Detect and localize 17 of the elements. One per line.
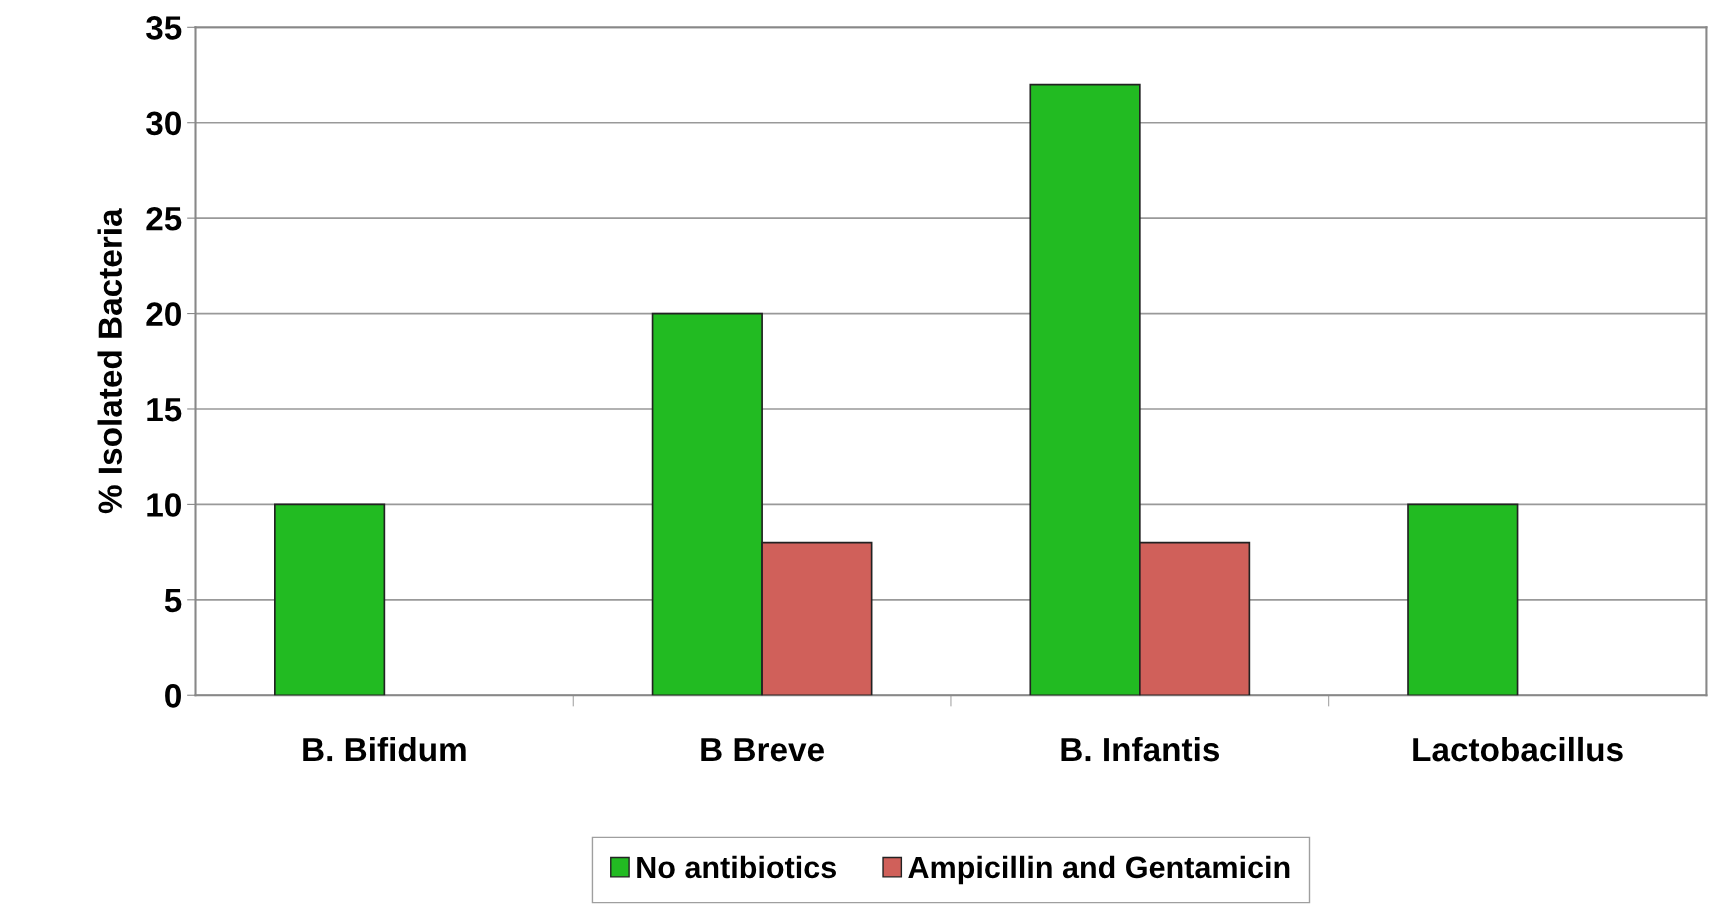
y-tick-label: 10 <box>147 493 181 517</box>
y-tick-label: 35 <box>146 16 182 40</box>
y-axis-title: % Isolated Bacteria <box>97 208 122 514</box>
x-tick-label: B. Bifidum <box>303 736 466 762</box>
y-tick-label: 20 <box>146 302 181 326</box>
y-tick-label: 25 <box>146 206 182 231</box>
y-tick-label: 15 <box>147 398 182 422</box>
bar <box>1407 503 1519 696</box>
x-tick-label: B. Infantis <box>1061 736 1220 762</box>
y-tick-label: 5 <box>164 588 182 613</box>
x-tick-label: B Breve <box>701 738 824 762</box>
legend-label: Ampicillin and Gentamicin <box>908 855 1290 885</box>
legend-label: No antibiotics <box>637 855 836 879</box>
y-tick-label: 30 <box>146 111 181 136</box>
y-tick-label: 0 <box>165 684 181 708</box>
x-tick-label: Lactobacillus <box>1413 736 1623 762</box>
bar <box>273 503 386 696</box>
